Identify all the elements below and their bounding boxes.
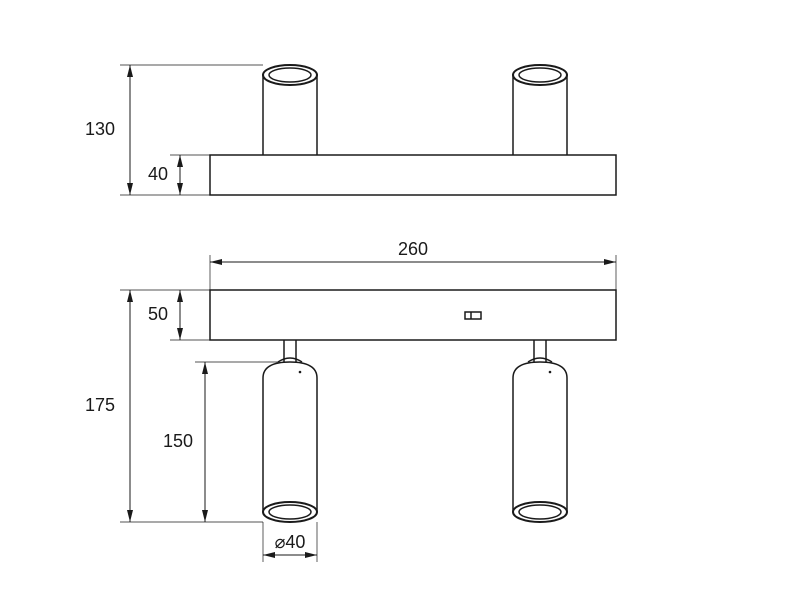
dim-175-label: 175 [85,395,115,415]
dim-130: 130 [85,65,263,195]
dim-dia40: ⌀40 [263,522,317,562]
dim-40-label: 40 [148,164,168,184]
front-view: 260 50 175 150 [85,239,616,562]
top-tube-2 [513,65,567,155]
dim-50: 50 [148,290,210,340]
top-view: 130 40 [85,65,616,195]
top-tube-1 [263,65,317,155]
front-tube-2 [513,362,567,522]
technical-drawing: 130 40 [0,0,800,600]
dim-260-label: 260 [398,239,428,259]
dim-150: 150 [163,362,278,522]
switch-icon [465,312,481,319]
dim-150-label: 150 [163,431,193,451]
stem-1 [278,340,302,362]
dim-50-label: 50 [148,304,168,324]
dim-175: 175 [85,290,263,522]
dim-40: 40 [148,155,210,195]
dim-dia40-label: ⌀40 [275,532,306,552]
front-tube-1 [263,362,317,522]
dim-260: 260 [210,239,616,290]
dim-130-label: 130 [85,119,115,139]
stem-2 [528,340,552,362]
